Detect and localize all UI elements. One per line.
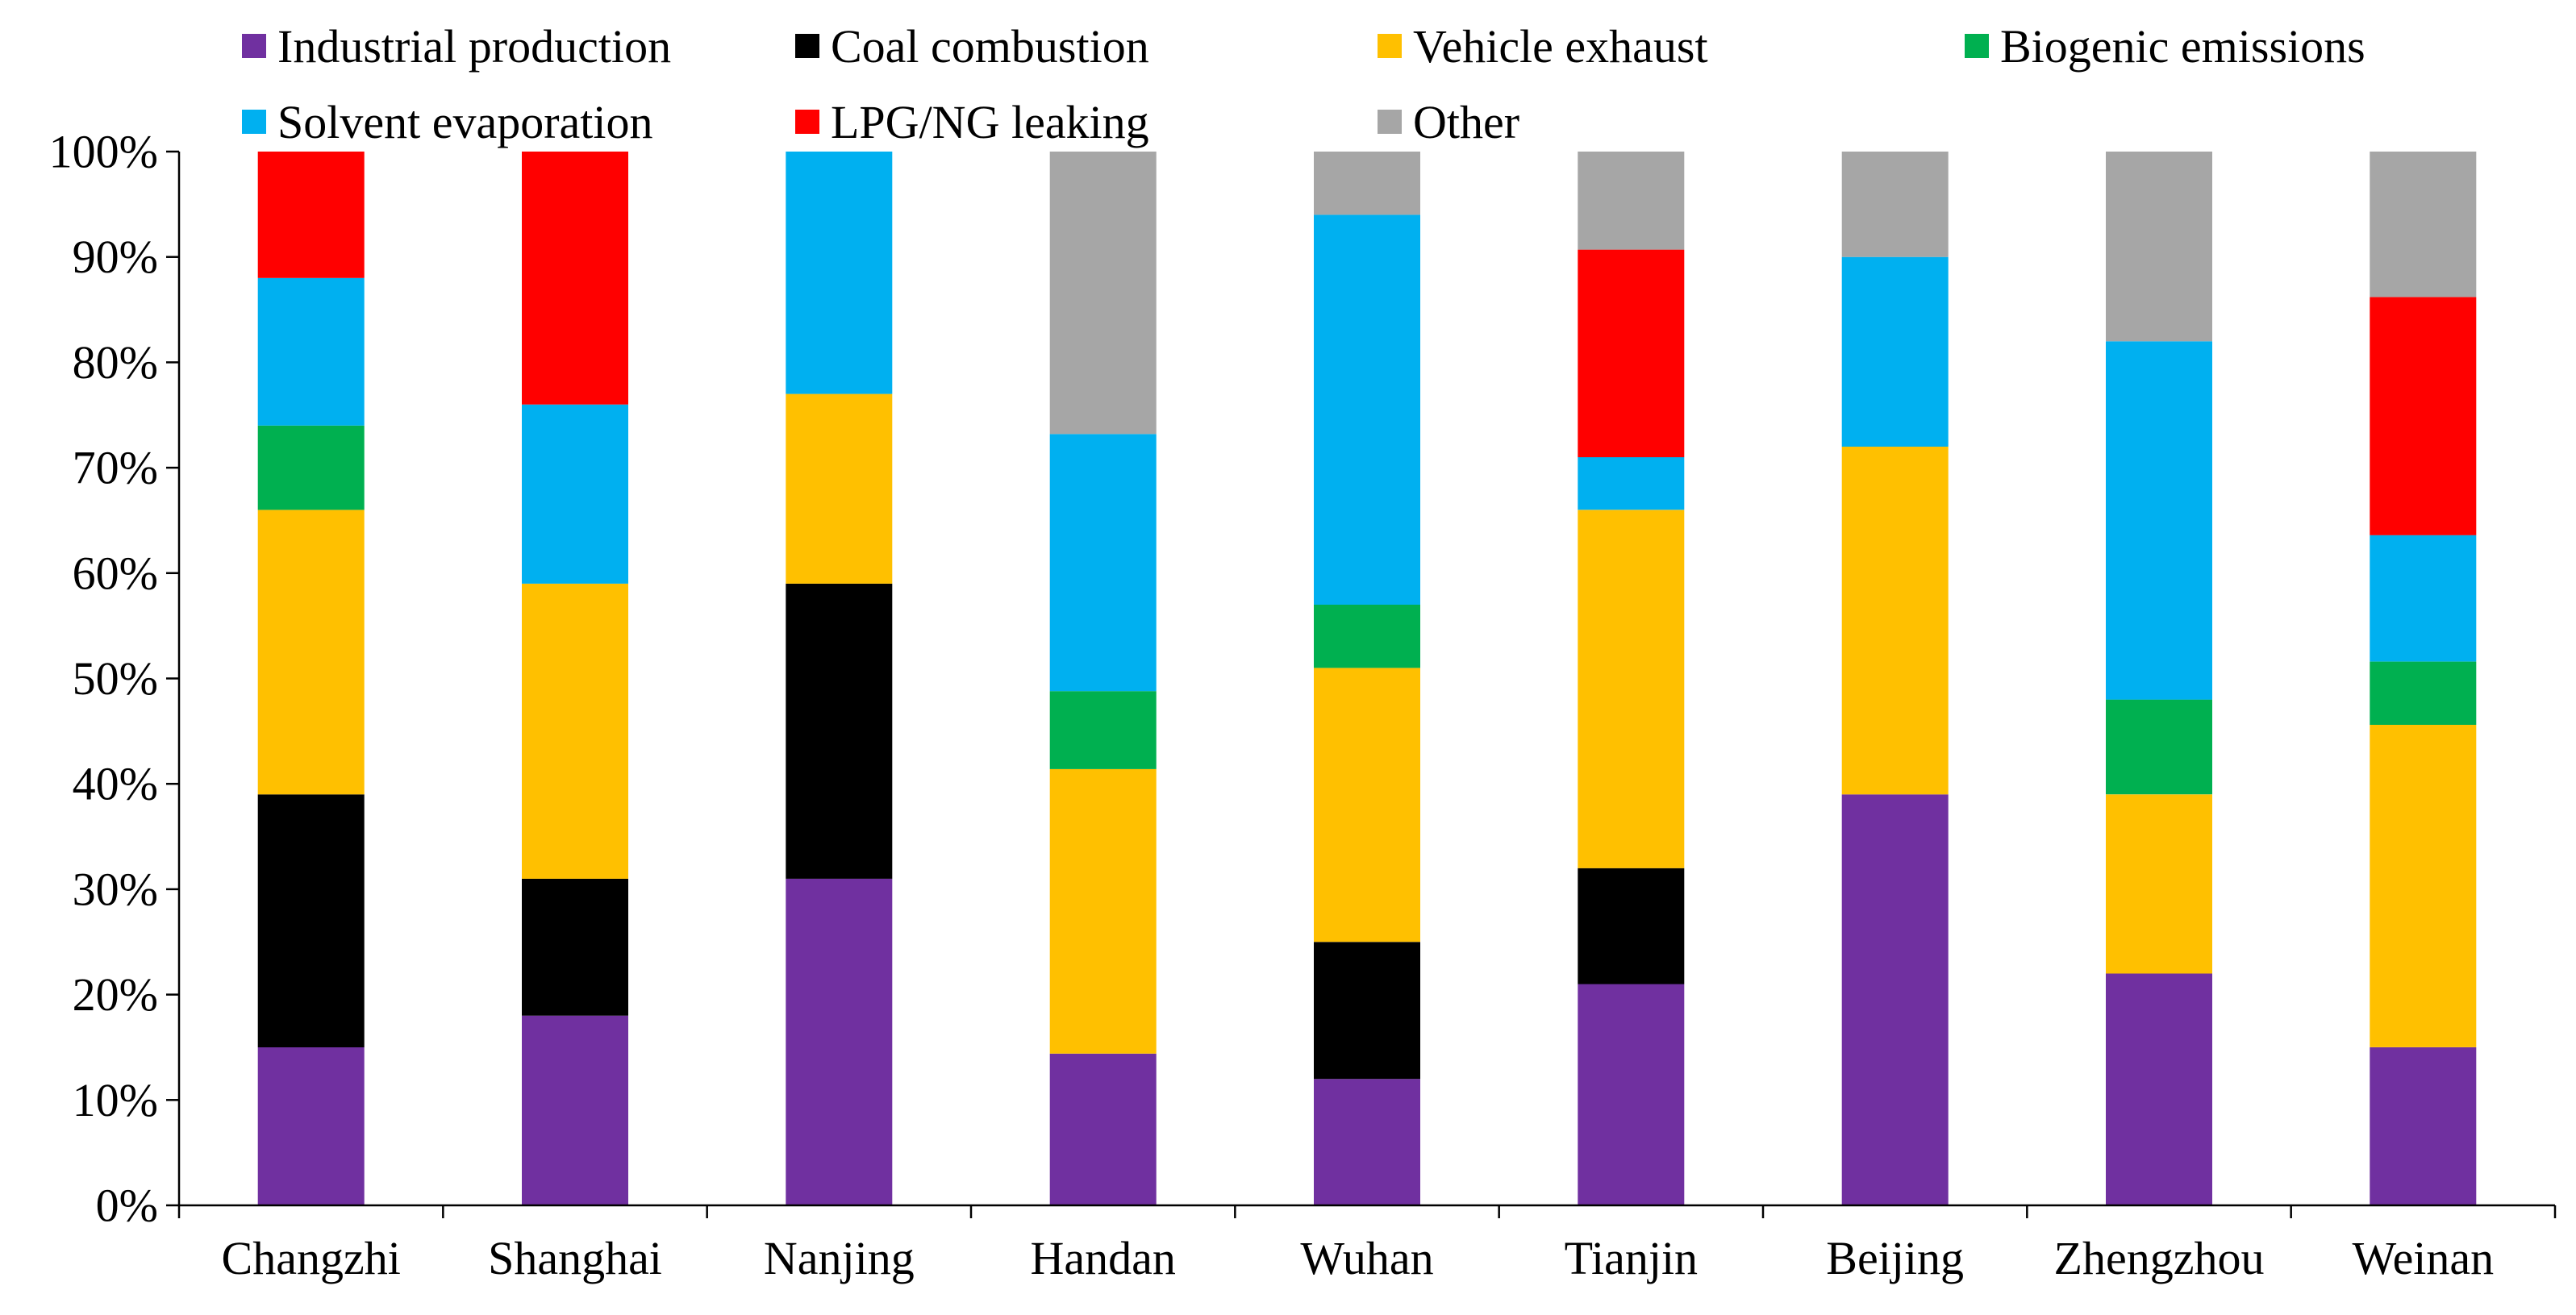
bar-segment	[1314, 668, 1420, 943]
legend-item: Industrial production	[242, 18, 671, 74]
bar-segment	[1049, 152, 1157, 435]
y-tick-label: 100%	[49, 126, 158, 178]
bar-segment	[1841, 447, 1949, 795]
legend-item: Vehicle exhaust	[1378, 18, 1708, 74]
bar-segment	[257, 510, 365, 795]
y-tick-label: 30%	[73, 863, 158, 915]
legend-swatch	[1378, 34, 1402, 58]
y-tick-label: 0%	[96, 1180, 158, 1232]
bar-segment	[1578, 249, 1685, 458]
legend-label: Biogenic emissions	[2000, 19, 2366, 73]
bar-segment	[1841, 152, 1949, 257]
x-tick-label: Handan	[1030, 1232, 1175, 1284]
legend-label: LPG/NG leaking	[831, 95, 1149, 148]
bar-segment	[2106, 973, 2212, 1205]
bar-segment	[1578, 152, 1685, 250]
bar-segment	[1314, 605, 1420, 668]
legend-item: LPG/NG leaking	[795, 94, 1149, 150]
bar-segment	[786, 583, 893, 879]
x-tick-label: Zhengzhou	[2054, 1232, 2265, 1284]
y-tick-label: 70%	[73, 442, 158, 494]
legend-label: Other	[1413, 95, 1520, 148]
bar-segment	[1314, 214, 1420, 605]
bar-segment	[257, 152, 365, 278]
bar-segment	[1578, 457, 1685, 510]
bar-segment	[1314, 152, 1420, 215]
legend-swatch	[795, 110, 819, 134]
bar-segment	[522, 878, 628, 1016]
y-tick-label: 50%	[73, 652, 158, 705]
legend-swatch	[242, 110, 266, 134]
bar-segment	[1049, 434, 1157, 692]
bar-segment	[1578, 868, 1685, 984]
bar-segment	[522, 152, 628, 405]
y-tick-label: 90%	[73, 231, 158, 283]
bar-segment	[2370, 661, 2477, 725]
legend-swatch	[1965, 34, 1989, 58]
y-tick-label: 10%	[73, 1074, 158, 1126]
bar-segment	[2370, 725, 2477, 1047]
legend-label: Solvent evaporation	[277, 95, 653, 148]
x-tick-label: Nanjing	[764, 1232, 915, 1284]
bar-segment	[2106, 152, 2212, 342]
bar-segment	[2370, 297, 2477, 535]
x-tick-label: Shanghai	[488, 1232, 662, 1284]
bar-segment	[522, 1015, 628, 1205]
x-tick-label: Weinan	[2352, 1232, 2494, 1284]
bar-segment	[1314, 1079, 1420, 1205]
legend-swatch	[242, 34, 266, 58]
bar-segment	[257, 1047, 365, 1205]
bar-segment	[1049, 1053, 1157, 1205]
bar-segment	[2106, 699, 2212, 795]
y-tick-label: 40%	[73, 758, 158, 810]
y-tick-label: 80%	[73, 336, 158, 389]
bar-segment	[1049, 768, 1157, 1054]
bar-segment	[1049, 691, 1157, 769]
bar-segment	[786, 152, 893, 394]
bar-segment	[786, 878, 893, 1205]
legend-item: Other	[1378, 94, 1519, 150]
bar-segment	[522, 583, 628, 879]
legend-item: Solvent evaporation	[242, 94, 653, 150]
bar-segment	[257, 425, 365, 510]
x-tick-label: Tianjin	[1565, 1232, 1698, 1284]
legend-swatch	[1378, 110, 1402, 134]
bar-segment	[1841, 256, 1949, 447]
y-tick-label: 60%	[73, 547, 158, 599]
bar-segment	[2370, 152, 2477, 298]
bar-segment	[2370, 1047, 2477, 1205]
legend-label: Vehicle exhaust	[1413, 19, 1708, 73]
x-tick-label: Wuhan	[1300, 1232, 1433, 1284]
bar-segment	[2106, 341, 2212, 700]
bar-segment	[1578, 510, 1685, 868]
x-tick-label: Changzhi	[222, 1232, 401, 1284]
bar-segment	[1841, 794, 1949, 1205]
legend-label: Coal combustion	[831, 19, 1149, 73]
legend-item: Biogenic emissions	[1965, 18, 2366, 74]
bar-segment	[257, 794, 365, 1047]
bar-segment	[2370, 535, 2477, 662]
legend-label: Industrial production	[277, 19, 672, 73]
x-tick-label: Beijing	[1826, 1232, 1964, 1284]
legend-item: Coal combustion	[795, 18, 1149, 74]
bar-segment	[1578, 984, 1685, 1205]
bar-segment	[2106, 794, 2212, 974]
bar-segment	[522, 404, 628, 584]
legend-swatch	[795, 34, 819, 58]
y-tick-label: 20%	[73, 968, 158, 1021]
bar-segment	[1314, 942, 1420, 1080]
bar-segment	[786, 393, 893, 584]
bar-segment	[257, 277, 365, 426]
